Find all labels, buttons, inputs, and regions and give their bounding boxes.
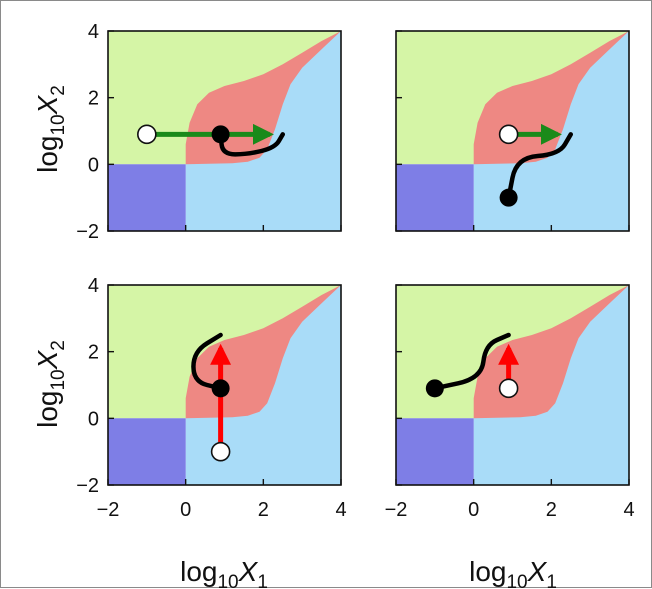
- panel-top-left: 4 2 0 −2: [76, 21, 342, 243]
- y-axis-label-bottom: log10X2: [32, 340, 69, 428]
- x-tick-label: 2: [258, 499, 269, 521]
- x-axis-label-right: log10X1: [469, 556, 557, 589]
- x-axis-label-left: log10X1: [180, 556, 268, 589]
- trajectory-path: [506, 132, 573, 200]
- y-tick-label: 2: [88, 88, 99, 110]
- region-corner: [108, 418, 186, 485]
- x-tick-label: −2: [385, 499, 408, 521]
- y-tick-label: 4: [88, 21, 99, 43]
- x-tick-label: 0: [180, 499, 191, 521]
- y-tick-label: −2: [76, 221, 99, 243]
- y-tick-label: 0: [88, 154, 99, 176]
- open-point: [498, 378, 519, 399]
- panel-frame: [395, 30, 630, 232]
- open-point: [498, 124, 519, 145]
- filled-point: [211, 125, 230, 144]
- region-corner: [396, 164, 474, 231]
- panel-frame: [107, 284, 342, 486]
- x-tick-label: 4: [623, 499, 634, 521]
- panel-top-right: [395, 30, 630, 232]
- open-point: [210, 441, 231, 462]
- y-tick-label: 0: [88, 408, 99, 430]
- y-tick-label: 2: [88, 342, 99, 364]
- panel-frame: [107, 30, 342, 232]
- x-tick-label: −2: [97, 499, 120, 521]
- y-tick-label: −2: [76, 475, 99, 497]
- x-tick-label: 2: [546, 499, 557, 521]
- trajectory-path: [432, 332, 511, 391]
- y-axis-label-top: log10X2: [32, 85, 69, 173]
- x-tick-label: 0: [468, 499, 479, 521]
- filled-point: [499, 188, 518, 207]
- region-corner: [108, 164, 186, 231]
- region-corner: [396, 418, 474, 485]
- filled-point: [211, 379, 230, 398]
- filled-point: [425, 379, 444, 398]
- x-tick-label: 4: [335, 499, 346, 521]
- panel-frame: [395, 284, 630, 486]
- open-point: [137, 124, 157, 145]
- panel-bottom-right: −2 0 2 4: [385, 284, 635, 521]
- y-tick-label: 4: [88, 275, 99, 297]
- panel-bottom-left: 4 2 0 −2−2 0 2 4: [76, 275, 346, 521]
